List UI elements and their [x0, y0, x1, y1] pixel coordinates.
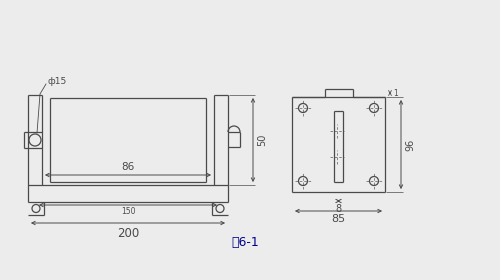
- Text: 150: 150: [121, 207, 135, 216]
- Text: 图6-1: 图6-1: [231, 235, 259, 249]
- Text: 1: 1: [393, 88, 398, 97]
- Text: ф15: ф15: [48, 78, 67, 87]
- Text: 96: 96: [405, 138, 415, 151]
- Text: 85: 85: [332, 214, 345, 224]
- Text: 8: 8: [336, 204, 342, 214]
- Text: 86: 86: [122, 162, 134, 172]
- Text: 50: 50: [257, 134, 267, 146]
- Text: 200: 200: [117, 227, 139, 240]
